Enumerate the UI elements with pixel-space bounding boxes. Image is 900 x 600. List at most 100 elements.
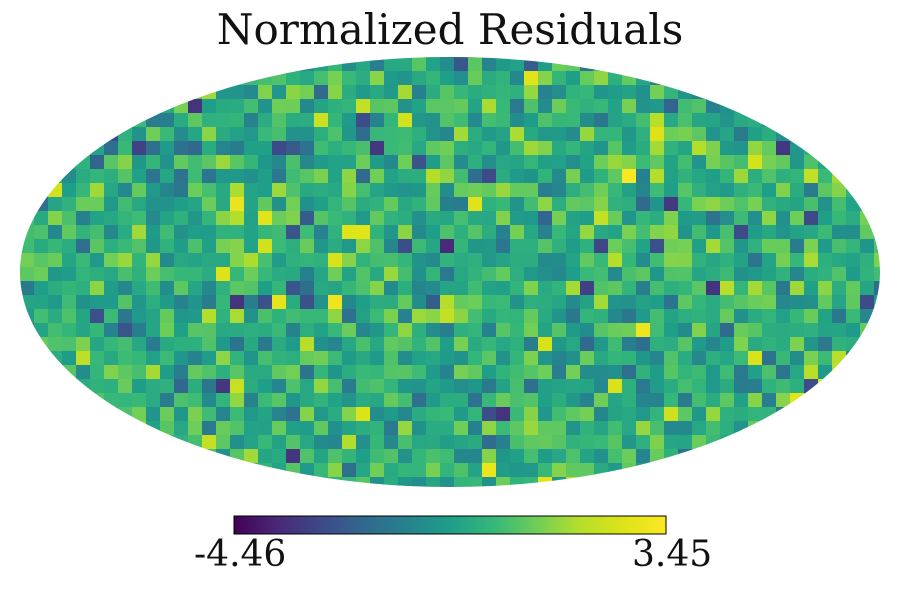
residual-pixel xyxy=(412,421,427,436)
residual-pixel xyxy=(34,309,49,324)
residual-pixel xyxy=(188,239,203,254)
residual-pixel xyxy=(384,407,399,422)
residual-pixel xyxy=(202,449,217,464)
residual-pixel xyxy=(440,337,455,352)
residual-pixel xyxy=(202,85,217,100)
residual-pixel xyxy=(342,463,357,478)
residual-pixel xyxy=(230,71,245,86)
residual-pixel xyxy=(608,309,623,324)
residual-pixel xyxy=(342,113,357,128)
residual-pixel xyxy=(118,393,133,408)
residual-pixel xyxy=(538,295,553,310)
residual-pixel xyxy=(356,169,371,184)
residual-pixel xyxy=(426,463,441,478)
residual-pixel xyxy=(762,253,777,268)
residual-pixel xyxy=(286,71,301,86)
residual-pixel xyxy=(636,267,651,282)
residual-pixel xyxy=(566,281,581,296)
residual-pixel xyxy=(482,421,497,436)
residual-pixel xyxy=(706,169,721,184)
residual-pixel xyxy=(398,197,413,212)
residual-pixel xyxy=(342,141,357,156)
residual-pixel xyxy=(594,351,609,366)
residual-pixel xyxy=(342,253,357,268)
residual-pixel xyxy=(636,463,651,478)
residual-pixel xyxy=(300,57,315,72)
residual-pixel xyxy=(440,351,455,366)
residual-pixel xyxy=(370,351,385,366)
residual-pixel xyxy=(62,169,77,184)
residual-pixel xyxy=(48,197,63,212)
residual-pixel xyxy=(580,477,595,487)
residual-pixel xyxy=(776,295,791,310)
residual-pixel xyxy=(846,169,861,184)
residual-pixel xyxy=(524,421,539,436)
residual-pixel xyxy=(678,393,693,408)
residual-pixel xyxy=(314,393,329,408)
residual-pixel xyxy=(552,113,567,128)
residual-pixel xyxy=(678,281,693,296)
residual-pixel xyxy=(356,57,371,72)
residual-pixel xyxy=(314,169,329,184)
residual-pixel xyxy=(328,295,343,310)
residual-pixel xyxy=(538,225,553,240)
residual-pixel xyxy=(776,379,791,394)
residual-pixel xyxy=(384,351,399,366)
residual-pixel xyxy=(706,155,721,170)
residual-pixel xyxy=(594,253,609,268)
residual-pixel xyxy=(384,239,399,254)
residual-pixel xyxy=(188,225,203,240)
residual-pixel xyxy=(650,365,665,380)
residual-pixel xyxy=(496,155,511,170)
residual-pixel xyxy=(412,183,427,198)
residual-pixel xyxy=(538,155,553,170)
residual-pixel xyxy=(426,169,441,184)
residual-pixel xyxy=(608,421,623,436)
residual-pixel xyxy=(580,113,595,128)
residual-pixel xyxy=(76,351,91,366)
residual-pixel xyxy=(20,295,35,310)
residual-pixel xyxy=(202,421,217,436)
residual-pixel xyxy=(384,337,399,352)
residual-pixel xyxy=(412,253,427,268)
residual-pixel xyxy=(580,99,595,114)
residual-pixel xyxy=(230,239,245,254)
residual-pixel xyxy=(244,155,259,170)
residual-pixel xyxy=(552,407,567,422)
residual-pixel xyxy=(566,57,581,72)
residual-pixel xyxy=(496,225,511,240)
residual-pixel xyxy=(482,211,497,226)
residual-pixel xyxy=(622,211,637,226)
residual-pixel xyxy=(678,421,693,436)
residual-pixel xyxy=(552,57,567,72)
residual-pixel xyxy=(300,225,315,240)
residual-pixel xyxy=(706,337,721,352)
residual-pixel xyxy=(720,99,735,114)
residual-pixel xyxy=(566,477,581,487)
residual-pixel xyxy=(580,169,595,184)
residual-pixel xyxy=(552,365,567,380)
residual-pixel xyxy=(440,421,455,436)
residual-pixel xyxy=(258,155,273,170)
residual-pixel xyxy=(174,379,189,394)
residual-pixel xyxy=(132,211,147,226)
residual-pixel xyxy=(748,295,763,310)
residual-pixel xyxy=(202,197,217,212)
residual-pixel xyxy=(62,379,77,394)
residual-pixel xyxy=(454,197,469,212)
residual-pixel xyxy=(300,99,315,114)
residual-pixel xyxy=(510,435,525,450)
residual-pixel xyxy=(412,351,427,366)
residual-pixel xyxy=(370,71,385,86)
residual-pixel xyxy=(622,323,637,338)
residual-pixel xyxy=(482,435,497,450)
residual-pixel xyxy=(118,127,133,142)
residual-pixel xyxy=(692,309,707,324)
residual-pixel xyxy=(720,253,735,268)
residual-pixel xyxy=(454,379,469,394)
residual-pixel xyxy=(230,351,245,366)
residual-pixel xyxy=(524,281,539,296)
residual-pixel xyxy=(174,127,189,142)
residual-pixel xyxy=(678,337,693,352)
residual-pixel xyxy=(356,99,371,114)
